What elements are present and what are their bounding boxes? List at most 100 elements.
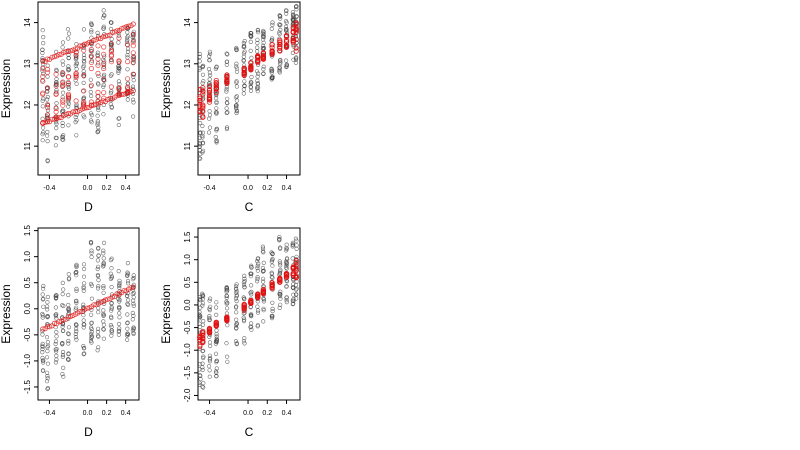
p0-observed-point: [66, 66, 71, 71]
p0-observed-point: [109, 89, 114, 94]
p0-fitted-point: [125, 76, 131, 82]
p3-observed-point: [214, 366, 219, 371]
p2-observed-point: [73, 270, 78, 276]
p2-observed-point: [66, 341, 71, 346]
p1-observed-point: [270, 36, 275, 41]
p1-observed-point: [261, 64, 266, 69]
p3-observed-point: [213, 351, 219, 356]
p2-fitted-point: [105, 296, 111, 302]
p0-observed-point: [81, 97, 86, 102]
p1-observed-point: [224, 84, 229, 89]
p2-observed-point: [73, 335, 78, 340]
p0-fitted-point: [116, 86, 122, 92]
p1-observed-point: [224, 51, 229, 56]
p1-observed-point: [283, 24, 289, 29]
p3-observed-point: [224, 301, 229, 306]
p0-observed-point: [40, 28, 45, 33]
p3-observed-point: [200, 367, 205, 373]
p3-observed-point: [234, 310, 239, 315]
p1-observed-point: [234, 47, 239, 53]
p3-observed-point: [278, 267, 283, 273]
p1-observed-point: [234, 84, 239, 89]
panel-top-left: -0.4 0.0 0.2 0.4 11 12 13 14 D Expression: [0, 1, 140, 214]
p0-observed-point: [66, 104, 71, 109]
p2-observed-point: [116, 321, 122, 327]
p2-observed-point: [117, 278, 122, 283]
p0-observed-point: [40, 47, 45, 52]
p0-fitted-point: [81, 103, 87, 110]
p0-observed-point: [109, 104, 114, 109]
p1-observed-point: [207, 49, 212, 54]
p2-observed-point: [108, 271, 113, 276]
p2-fitted-point: [40, 326, 46, 332]
p0-fitted-point: [101, 76, 107, 82]
p1-observed-point: [214, 110, 219, 115]
p2-observed-point: [89, 250, 94, 255]
p2-observed-point: [101, 319, 106, 324]
p3-y-tick-label: -0.5: [183, 320, 192, 334]
p2-observed-point: [74, 264, 79, 270]
p3-observed-point: [255, 279, 260, 284]
p3-y-tick-label: -1.0: [183, 343, 192, 357]
p2-observed-point: [81, 266, 87, 272]
p3-observed-point: [278, 263, 283, 268]
p1-fitted-point: [206, 83, 213, 89]
p0-observed-point: [74, 104, 79, 109]
p2-plot-frame: [37, 227, 140, 401]
p1-observed-point: [197, 67, 202, 72]
p0-fitted-point: [116, 35, 122, 41]
p2-observed-point: [89, 248, 94, 253]
p1-observed-point: [294, 4, 299, 9]
p0-y-tick-label: 13: [23, 59, 32, 68]
p3-y-tick-label: 1.5: [183, 231, 192, 243]
p0-observed-point: [96, 125, 101, 130]
p2-observed-point: [117, 283, 122, 289]
p3-observed-point: [198, 373, 203, 379]
p2-observed-point: [81, 288, 86, 293]
p0-fitted-point: [81, 47, 87, 53]
p3-observed-point: [261, 299, 267, 304]
p2-observed-point: [44, 307, 50, 312]
p3-observed-point: [207, 374, 212, 379]
p3-observed-point: [234, 323, 239, 328]
p2-observed-point: [130, 310, 135, 316]
p2-observed-point: [61, 365, 66, 371]
p2-observed-point: [74, 337, 79, 342]
p2-observed-point: [117, 326, 122, 331]
p0-fitted-point: [49, 54, 55, 60]
p2-observed-point: [60, 341, 65, 346]
p3-observed-point: [278, 289, 283, 294]
p0-observed-point: [95, 129, 100, 134]
p3-observed-point: [261, 308, 266, 313]
p3-observed-point: [225, 306, 230, 311]
p2-observed-point: [66, 308, 72, 313]
p0-observed-point: [81, 63, 86, 68]
p2-observed-point: [88, 325, 94, 330]
p0-observed-point: [95, 30, 100, 36]
p0-fitted-point: [105, 32, 111, 39]
p0-fitted-point: [44, 104, 51, 111]
p2-observed-point: [131, 313, 136, 318]
p2-observed-point: [96, 278, 101, 283]
p1-observed-point: [197, 51, 202, 57]
p0-fitted-point: [130, 21, 136, 27]
p3-observed-point: [207, 314, 212, 319]
p0-observed-point: [60, 120, 65, 126]
p0-fitted-point: [77, 43, 83, 49]
p2-y-tick-label: 0.5: [23, 277, 32, 289]
p1-observed-point: [200, 97, 205, 102]
p3-observed-point: [270, 306, 275, 312]
p2-observed-point: [74, 298, 79, 303]
p3-fitted-point: [248, 300, 254, 307]
p0-observed-point: [125, 97, 130, 102]
p1-observed-point: [255, 40, 260, 46]
p2-observed-point: [125, 326, 130, 331]
p0-observed-point: [82, 115, 87, 120]
p1-observed-point: [261, 29, 266, 35]
p3-observed-point: [242, 341, 247, 346]
p3-fitted-point: [260, 290, 267, 296]
p0-observed-point: [109, 36, 114, 42]
p1-y-axis-label: Expression: [159, 59, 173, 118]
p1-observed-point: [233, 103, 239, 108]
p1-fitted-point: [255, 58, 261, 64]
